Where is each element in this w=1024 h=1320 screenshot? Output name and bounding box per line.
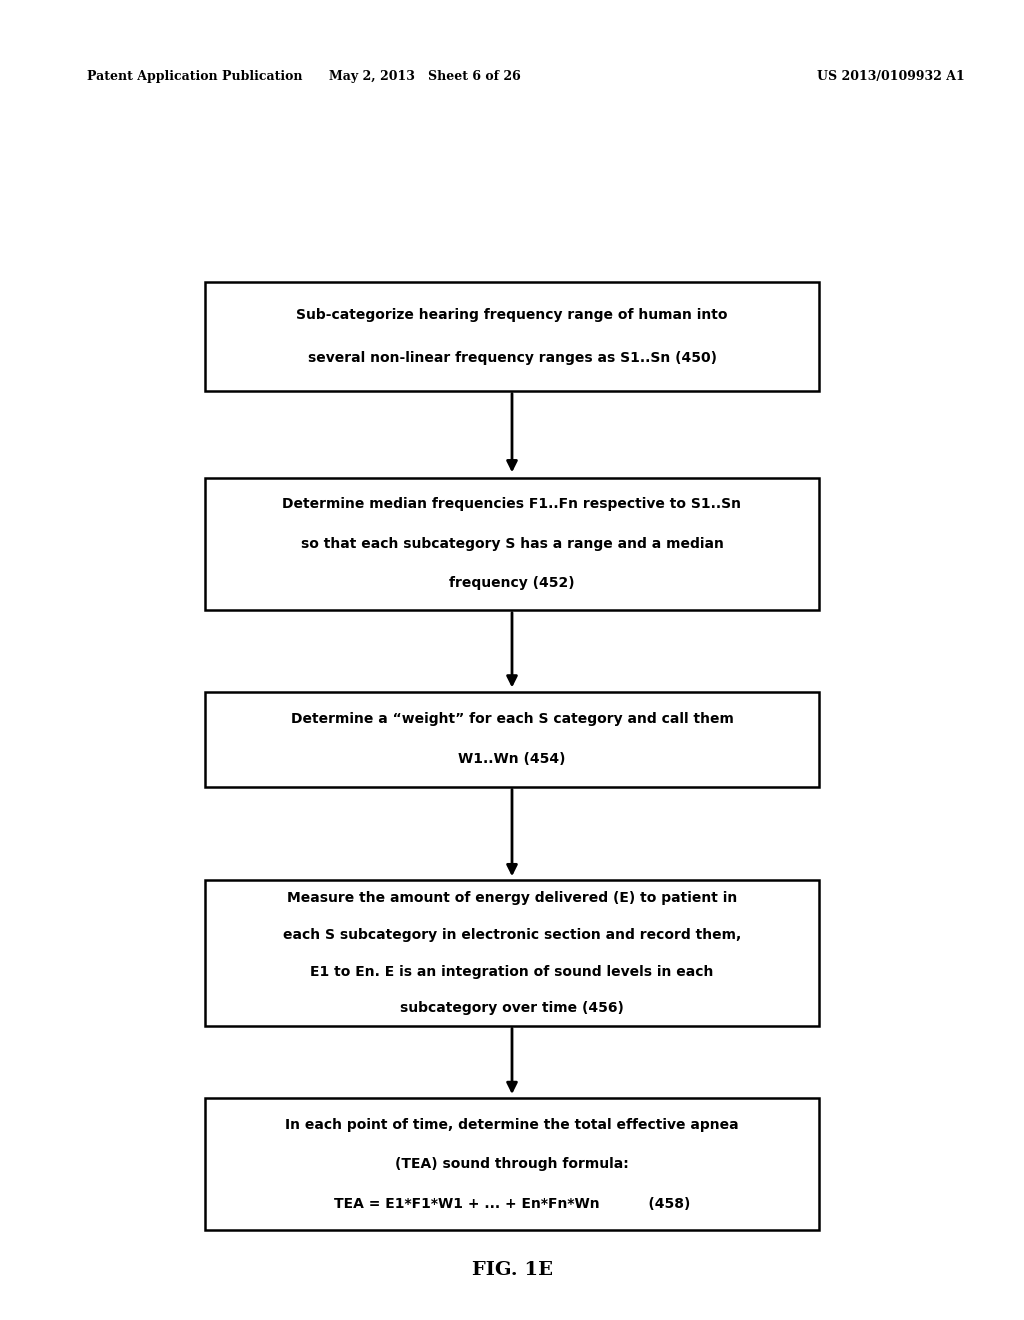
Text: frequency (452): frequency (452) [450, 577, 574, 590]
Text: W1..Wn (454): W1..Wn (454) [459, 752, 565, 766]
FancyBboxPatch shape [205, 880, 819, 1026]
Text: several non-linear frequency ranges as S1..Sn (450): several non-linear frequency ranges as S… [307, 351, 717, 364]
Text: Determine a “weight” for each S category and call them: Determine a “weight” for each S category… [291, 713, 733, 726]
Text: subcategory over time (456): subcategory over time (456) [400, 1002, 624, 1015]
Text: FIG. 1E: FIG. 1E [471, 1261, 553, 1279]
Text: Patent Application Publication: Patent Application Publication [87, 70, 302, 83]
Text: each S subcategory in electronic section and record them,: each S subcategory in electronic section… [283, 928, 741, 941]
Text: Sub-categorize hearing frequency range of human into: Sub-categorize hearing frequency range o… [296, 309, 728, 322]
Text: Determine median frequencies F1..Fn respective to S1..Sn: Determine median frequencies F1..Fn resp… [283, 498, 741, 511]
Text: (TEA) sound through formula:: (TEA) sound through formula: [395, 1158, 629, 1171]
FancyBboxPatch shape [205, 282, 819, 391]
Text: In each point of time, determine the total effective apnea: In each point of time, determine the tot… [286, 1118, 738, 1131]
FancyBboxPatch shape [205, 1098, 819, 1230]
Text: Measure the amount of energy delivered (E) to patient in: Measure the amount of energy delivered (… [287, 891, 737, 904]
FancyBboxPatch shape [205, 478, 819, 610]
Text: so that each subcategory S has a range and a median: so that each subcategory S has a range a… [301, 537, 723, 550]
Text: US 2013/0109932 A1: US 2013/0109932 A1 [817, 70, 965, 83]
FancyBboxPatch shape [205, 692, 819, 787]
Text: E1 to En. E is an integration of sound levels in each: E1 to En. E is an integration of sound l… [310, 965, 714, 978]
Text: May 2, 2013   Sheet 6 of 26: May 2, 2013 Sheet 6 of 26 [329, 70, 521, 83]
Text: TEA = E1*F1*W1 + ... + En*Fn*Wn          (458): TEA = E1*F1*W1 + ... + En*Fn*Wn (458) [334, 1197, 690, 1210]
